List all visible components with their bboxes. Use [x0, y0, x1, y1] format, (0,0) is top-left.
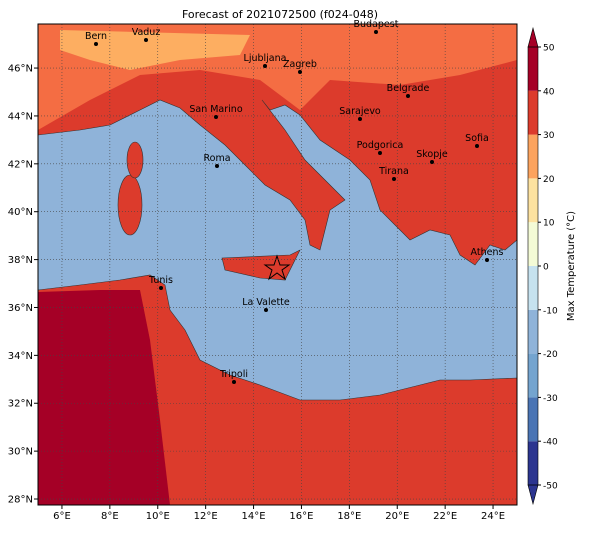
x-tick-label: 6°E	[53, 511, 71, 522]
y-tick-label: 36°N	[8, 303, 33, 314]
y-tick-label: 46°N	[8, 64, 33, 75]
colorbar-tick-label: 40	[543, 87, 555, 97]
x-tick-label: 22°E	[433, 511, 457, 522]
sardinia	[117, 174, 143, 236]
city-label: Athens	[471, 247, 504, 258]
colorbar-segment	[528, 353, 538, 398]
colorbar-segment	[528, 309, 538, 354]
colorbar-tick-label: -30	[543, 394, 558, 404]
city-label: San Marino	[189, 104, 242, 115]
y-tick-label: 34°N	[8, 351, 33, 362]
colorbar-tick-label: -20	[543, 350, 558, 360]
corsica	[126, 141, 144, 179]
city-dot	[406, 94, 410, 98]
city-label: Tirana	[378, 166, 409, 177]
city-dot	[358, 117, 362, 121]
colorbar-segment	[528, 397, 538, 442]
city-label: Ljubljana	[244, 53, 287, 64]
y-tick-label: 32°N	[8, 399, 33, 410]
city-label: Tunis	[148, 275, 173, 286]
city-label: Sofia	[465, 133, 489, 144]
city-label: Podgorica	[357, 140, 404, 151]
city-label: Sarajevo	[339, 106, 381, 117]
city-dot	[475, 144, 479, 148]
colorbar-arrow	[527, 26, 539, 48]
city-label: Roma	[203, 153, 230, 164]
y-tick-label: 30°N	[8, 447, 33, 458]
colorbar-tick-label: 30	[543, 131, 555, 141]
city-label: Vaduz	[132, 27, 161, 38]
city-dot	[144, 38, 148, 42]
city-label: Bern	[85, 31, 107, 42]
city-dot	[392, 177, 396, 181]
city-label: Tripoli	[219, 369, 248, 380]
x-tick-label: 18°E	[337, 511, 361, 522]
colorbar-tick-label: -10	[543, 306, 558, 316]
x-tick-label: 24°E	[481, 511, 505, 522]
city-dot	[263, 64, 267, 68]
x-tick-label: 8°E	[101, 511, 119, 522]
x-tick-label: 20°E	[385, 511, 409, 522]
city-label: La Valette	[242, 297, 290, 308]
city-dot	[374, 30, 378, 34]
star-marker	[263, 254, 291, 281]
colorbar-arrow	[527, 484, 539, 506]
city-dot	[378, 151, 382, 155]
alps-zone	[60, 30, 250, 70]
colorbar-segment	[528, 134, 538, 179]
x-tick-label: 14°E	[242, 511, 266, 522]
graticule	[38, 24, 517, 505]
city-dot	[232, 380, 236, 384]
colorbar-tick-label: 50	[543, 44, 555, 54]
city-dot	[159, 286, 163, 290]
x-tick-label: 10°E	[146, 511, 170, 522]
city-dot	[94, 42, 98, 46]
x-tick-label: 16°E	[289, 511, 313, 522]
colorbar-segment	[528, 441, 538, 485]
city-dot	[298, 70, 302, 74]
colorbar-tick-label: 20	[543, 175, 555, 185]
city-dot	[485, 258, 489, 262]
y-tick-label: 38°N	[8, 255, 33, 266]
colorbar-segment	[528, 266, 538, 310]
title: Forecast of 2021072500 (f024-048)	[182, 8, 378, 21]
colorbar-segment	[528, 47, 538, 91]
colorbar-tick-label: -50	[543, 482, 558, 492]
colorbar-tick-label: 10	[543, 219, 555, 229]
y-tick-label: 44°N	[8, 111, 33, 122]
y-tick-label: 40°N	[8, 207, 33, 218]
city-dot	[215, 164, 219, 168]
colorbar-label: Max Temperature (°C)	[566, 211, 577, 321]
colorbar-segment	[528, 222, 538, 266]
colorbar-segment	[528, 90, 538, 135]
sicily	[221, 249, 301, 281]
y-tick-label: 42°N	[8, 159, 33, 170]
city-dot	[430, 160, 434, 164]
y-tick-label: 28°N	[8, 495, 33, 506]
city-dot	[264, 308, 268, 312]
map-frame	[37, 23, 518, 506]
city-label: Zagreb	[283, 59, 317, 70]
colorbar-segment	[528, 178, 538, 223]
x-tick-label: 12°E	[194, 511, 218, 522]
city-label: Belgrade	[387, 83, 430, 94]
city-label: Skopje	[416, 149, 448, 160]
city-dot	[214, 115, 218, 119]
colorbar-tick-label: -40	[543, 438, 558, 448]
colorbar-tick-label: 0	[543, 263, 549, 273]
city-label: Budapest	[354, 19, 399, 30]
